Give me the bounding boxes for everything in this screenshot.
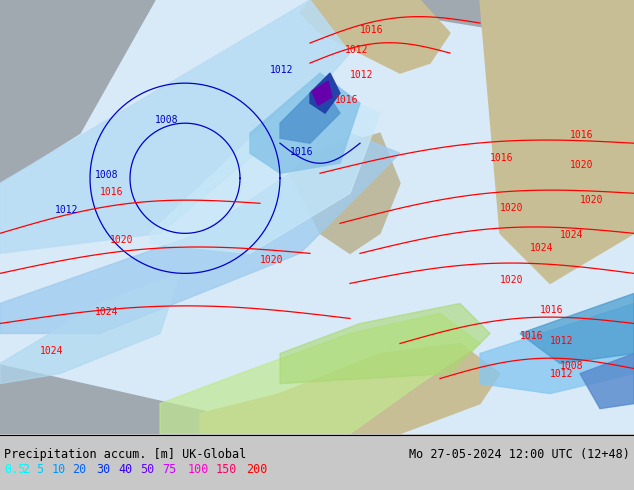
Text: 1016: 1016	[540, 305, 564, 316]
Text: Precipitation accum. [m] UK-Global: Precipitation accum. [m] UK-Global	[4, 448, 246, 461]
Text: 200: 200	[246, 463, 268, 476]
Polygon shape	[580, 353, 634, 409]
Text: 10: 10	[52, 463, 66, 476]
Text: 150: 150	[216, 463, 237, 476]
Polygon shape	[0, 0, 634, 434]
Text: 2: 2	[22, 463, 29, 476]
Text: 1024: 1024	[560, 230, 583, 241]
Text: 1012: 1012	[550, 368, 574, 379]
Text: 1020: 1020	[500, 275, 524, 285]
Text: 1016: 1016	[490, 153, 514, 163]
Text: 1012: 1012	[55, 205, 79, 215]
Text: 30: 30	[96, 463, 110, 476]
Text: 1016: 1016	[360, 25, 384, 35]
Polygon shape	[480, 0, 634, 283]
Polygon shape	[0, 0, 350, 253]
Text: 1008: 1008	[155, 115, 179, 125]
Text: 1016: 1016	[335, 95, 358, 105]
Text: 1012: 1012	[345, 45, 368, 55]
Text: 75: 75	[162, 463, 176, 476]
Polygon shape	[480, 303, 634, 393]
Text: 1008: 1008	[95, 170, 119, 180]
Text: 1016: 1016	[570, 130, 593, 140]
Polygon shape	[300, 0, 450, 73]
Polygon shape	[310, 73, 340, 113]
Polygon shape	[0, 0, 155, 183]
Text: 100: 100	[188, 463, 209, 476]
Polygon shape	[150, 83, 380, 253]
Text: 1016: 1016	[100, 187, 124, 197]
Text: 20: 20	[72, 463, 86, 476]
Text: 1012: 1012	[270, 65, 294, 75]
Polygon shape	[312, 81, 332, 105]
Text: 1016: 1016	[290, 147, 313, 157]
Text: 40: 40	[118, 463, 133, 476]
Text: 1020: 1020	[500, 203, 524, 213]
Text: 1020: 1020	[260, 255, 283, 266]
Text: 0.5: 0.5	[4, 463, 25, 476]
Text: 1016: 1016	[520, 331, 543, 341]
Text: 50: 50	[140, 463, 154, 476]
Polygon shape	[280, 83, 340, 143]
Text: 1024: 1024	[95, 307, 119, 318]
Polygon shape	[250, 73, 360, 173]
Polygon shape	[160, 314, 480, 434]
Polygon shape	[200, 343, 500, 434]
Text: 1020: 1020	[570, 160, 593, 170]
Text: 1024: 1024	[530, 244, 553, 253]
Text: 1024: 1024	[40, 345, 63, 356]
Text: 1020: 1020	[110, 235, 134, 245]
Text: Mo 27-05-2024 12:00 UTC (12+48): Mo 27-05-2024 12:00 UTC (12+48)	[409, 448, 630, 461]
Polygon shape	[280, 303, 490, 384]
Text: 1012: 1012	[350, 70, 373, 80]
Text: 1012: 1012	[550, 336, 574, 345]
Polygon shape	[520, 294, 634, 364]
Polygon shape	[290, 133, 400, 253]
Polygon shape	[0, 133, 400, 334]
Text: 1020: 1020	[580, 196, 604, 205]
Text: 1008: 1008	[560, 361, 583, 370]
Polygon shape	[0, 273, 180, 384]
Text: 5: 5	[36, 463, 43, 476]
